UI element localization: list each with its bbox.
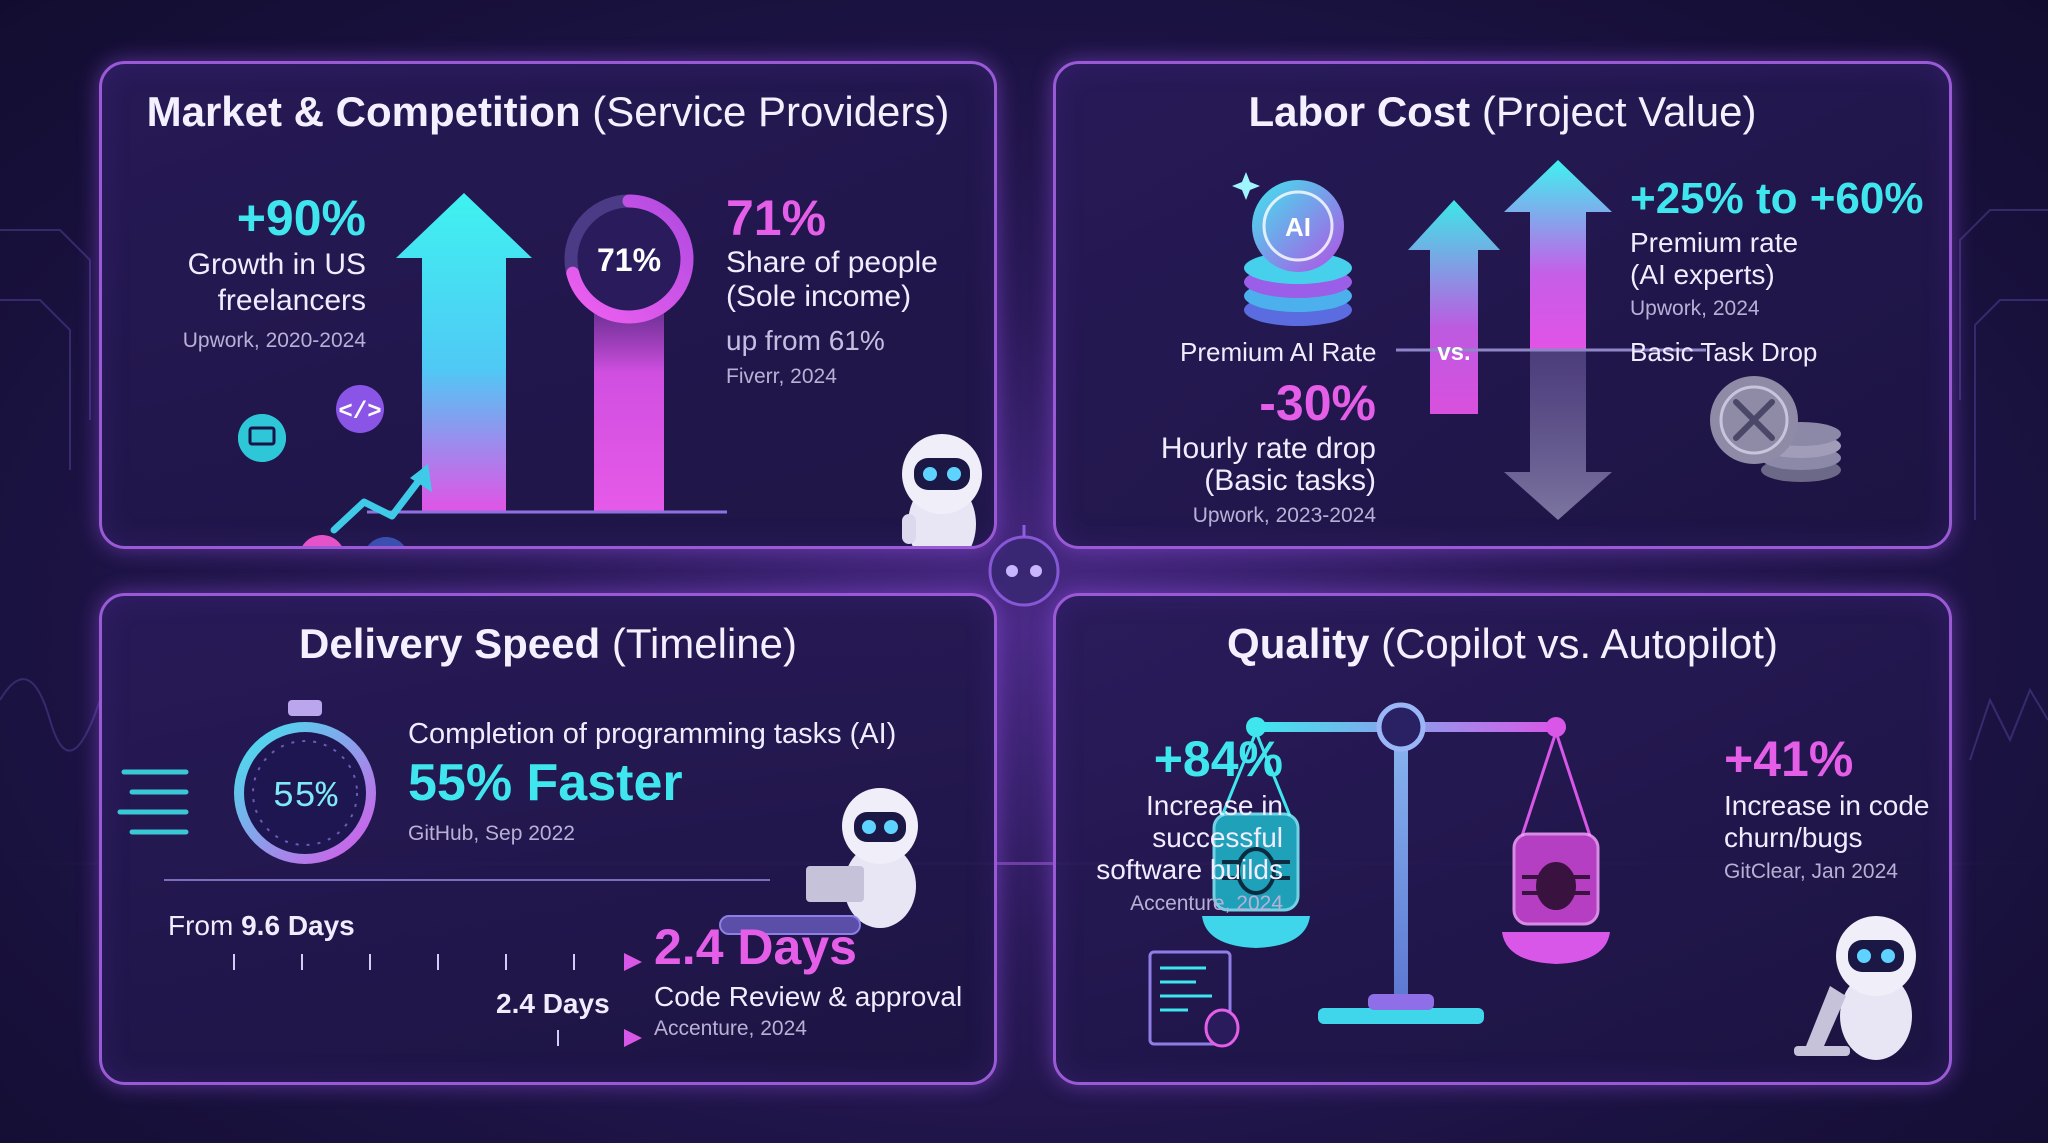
drop-source: Upwork, 2023-2024 xyxy=(1192,504,1376,527)
growth-value: +90% xyxy=(236,190,366,246)
share-label-1: Share of people xyxy=(726,246,938,279)
right-label-1: Increase in code xyxy=(1724,790,1930,821)
bug-icon-left xyxy=(1222,847,1290,895)
labor-title: Labor Cost (Project Value) xyxy=(1056,88,1949,136)
sparkle-icon xyxy=(1232,172,1260,200)
market-graphics: 71% xyxy=(238,193,982,546)
coin-label: AI xyxy=(1285,212,1311,242)
stopwatch-label: 55% xyxy=(273,776,338,817)
from-prefix: From xyxy=(168,910,242,941)
growth-arrow xyxy=(396,193,532,512)
from-label: From 9.6 Days xyxy=(168,908,355,944)
share-value: 71% xyxy=(726,190,827,246)
share-sub: up from 61% xyxy=(726,325,885,356)
from-value: 9.6 Days xyxy=(241,910,355,941)
delivery-graphics: 55% xyxy=(117,700,918,1047)
scale-icon xyxy=(1202,702,1610,1024)
pen-icon xyxy=(367,537,405,546)
quality-title-rest: (Copilot vs. Autopilot) xyxy=(1381,620,1778,667)
ring-label: 71% xyxy=(597,242,661,278)
quality-title-bold: Quality xyxy=(1227,620,1370,667)
premium-value: +25% to +60% xyxy=(1630,174,1924,223)
trend-arrow-icon xyxy=(330,470,428,534)
vs-label: vs. xyxy=(1437,339,1470,366)
right-label-2: churn/bugs xyxy=(1724,822,1863,853)
svg-text:</>: </> xyxy=(338,399,381,426)
labor-title-rest: (Project Value) xyxy=(1481,88,1757,135)
left-label-3: software builds xyxy=(1096,854,1283,885)
premium-label-2: (AI experts) xyxy=(1630,259,1775,290)
labor-panel: Labor Cost (Project Value) AI xyxy=(1053,61,1952,549)
faster-source: GitHub, Sep 2022 xyxy=(408,822,575,845)
bug-icon-right xyxy=(1522,862,1590,910)
premium-rate-arrow xyxy=(1504,160,1612,350)
basic-drop-arrow xyxy=(1504,350,1612,520)
market-title-bold: Market & Competition xyxy=(146,88,581,135)
basic-task-drop-label: Basic Task Drop xyxy=(1630,337,1818,367)
quality-panel: Quality (Copilot vs. Autopilot) xyxy=(1053,593,1952,1085)
ai-coin-icon: AI xyxy=(1232,172,1352,326)
premium-ai-rate-label: Premium AI Rate xyxy=(1180,337,1377,367)
result-value: 2.4 Days xyxy=(654,919,857,975)
premium-label-1: Premium rate xyxy=(1630,227,1799,258)
stopwatch-icon: 55% xyxy=(117,700,376,864)
code-bug-icon xyxy=(1148,950,1240,1048)
result-label: Code Review & approval xyxy=(654,981,963,1012)
right-value: +41% xyxy=(1724,731,1854,787)
delivery-title-bold: Delivery Speed xyxy=(299,620,601,667)
market-title: Market & Competition (Service Providers) xyxy=(102,88,994,136)
premium-ai-arrow xyxy=(1408,200,1500,414)
left-source: Accenture, 2024 xyxy=(1130,892,1283,915)
faster-value: 55% Faster xyxy=(408,754,683,812)
robot-icon xyxy=(902,434,982,546)
completion-label: Completion of programming tasks (AI) xyxy=(408,718,897,750)
left-label-1: Increase in xyxy=(1146,790,1283,821)
growth-label-1: Growth in US xyxy=(187,248,366,281)
drop-label-2: (Basic tasks) xyxy=(1204,464,1376,497)
delivery-title: Delivery Speed (Timeline) xyxy=(102,620,994,668)
drop-label-1: Hourly rate drop xyxy=(1160,432,1376,465)
labor-graphics: AI vs. xyxy=(1232,160,1841,520)
drop-value: -30% xyxy=(1259,375,1376,431)
robot-laptop-icon xyxy=(719,788,918,935)
premium-source: Upwork, 2024 xyxy=(1630,297,1760,320)
growth-source: Upwork, 2020-2024 xyxy=(182,329,366,352)
result-source: Accenture, 2024 xyxy=(654,1017,807,1040)
share-label-2: (Sole income) xyxy=(726,280,912,313)
delivery-panel: Delivery Speed (Timeline) 55% xyxy=(99,593,997,1085)
quality-title: Quality (Copilot vs. Autopilot) xyxy=(1056,620,1949,668)
left-label-2: successful xyxy=(1152,822,1283,853)
delivery-title-rest: (Timeline) xyxy=(611,620,797,667)
left-value: +84% xyxy=(1153,731,1283,787)
growth-label-2: freelancers xyxy=(217,284,366,317)
market-panel: Market & Competition (Service Providers)… xyxy=(99,61,997,549)
share-ring xyxy=(564,194,694,324)
tools-coin-icon xyxy=(1710,376,1841,482)
right-source: GitClear, Jan 2024 xyxy=(1724,860,1898,883)
labor-title-bold: Labor Cost xyxy=(1248,88,1471,135)
share-source: Fiverr, 2024 xyxy=(726,365,837,388)
robot-microscope-icon xyxy=(1794,916,1916,1060)
to-value: 2.4 Days xyxy=(496,988,610,1019)
quality-graphics xyxy=(1148,702,1916,1060)
market-title-rest: (Service Providers) xyxy=(592,88,950,135)
